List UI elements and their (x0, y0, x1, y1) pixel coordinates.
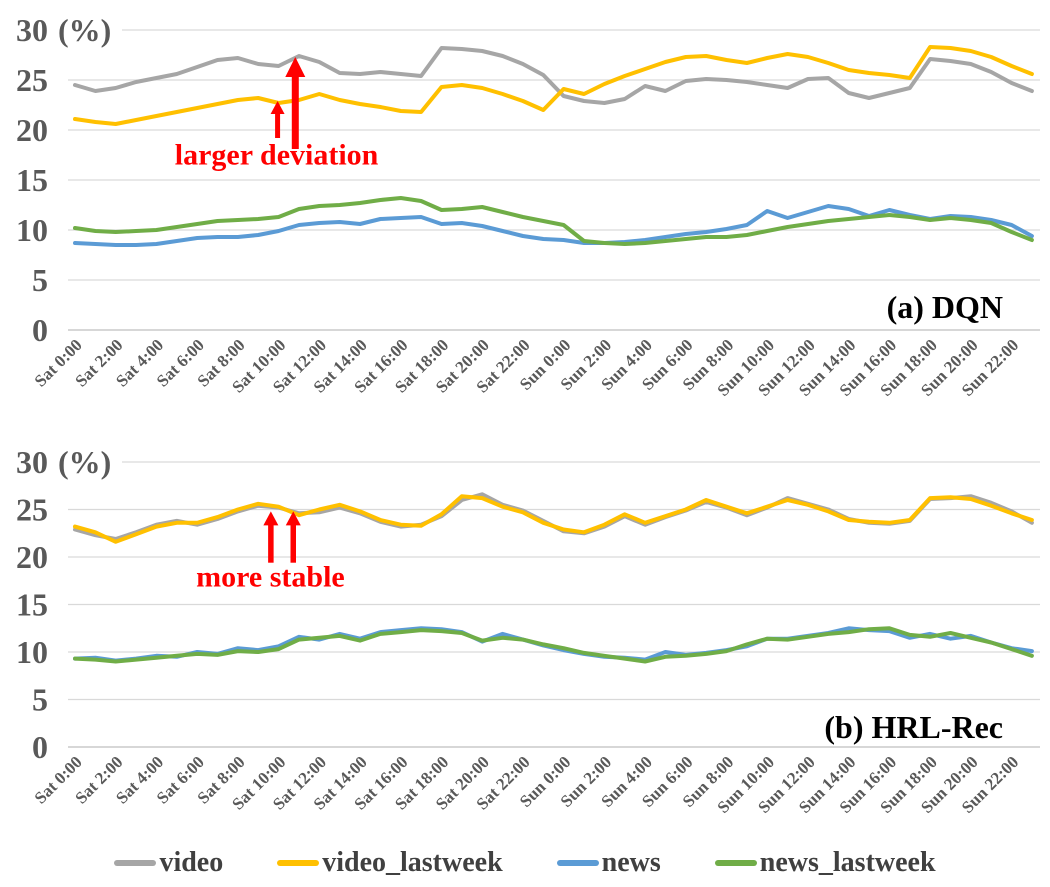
legend-swatch-video-lastweek (277, 860, 320, 866)
legend-swatch-news-lastweek (714, 860, 757, 866)
legend-item-video: video (114, 849, 223, 877)
series-line-news_lastweek (73, 196, 1034, 246)
y-axis-unit-label: (%) (58, 12, 111, 48)
legend-item-news-lastweek: news_lastweek (714, 847, 936, 878)
y-axis-tick-label: 20 (16, 112, 48, 148)
annotation-arrow-head (263, 511, 279, 526)
y-axis-unit-label: (%) (58, 444, 111, 480)
legend-label-video-lastweek: video_lastweek (322, 847, 503, 878)
y-axis-tick-label: 10 (16, 634, 48, 670)
annotation-arrow-head (270, 101, 285, 114)
y-axis-tick-label: 0 (32, 729, 48, 765)
series-line-news_lastweek (73, 626, 1034, 664)
legend-item-news: news (556, 847, 661, 878)
legend-swatch-news (556, 860, 599, 866)
y-axis-tick-label: 5 (32, 262, 48, 298)
legend-swatch-video (114, 860, 157, 866)
y-axis-tick-label: 0 (32, 312, 48, 348)
y-axis-tick-label: 20 (16, 539, 48, 575)
y-axis-tick-label: 30 (16, 12, 48, 48)
series-line-video_lastweek (73, 45, 1034, 126)
y-axis-tick-label: 10 (16, 212, 48, 248)
series-line-video (73, 46, 1034, 105)
y-axis-tick-label: 15 (16, 587, 48, 623)
series-line-news (73, 204, 1034, 247)
legend-item-video-lastweek: video_lastweek (277, 847, 503, 878)
y-axis-tick-label: 15 (16, 162, 48, 198)
annotation-text: more stable (196, 560, 345, 593)
series-line-video_lastweek (73, 494, 1034, 544)
legend: video video_lastweek news news_lastweek (0, 839, 1050, 887)
y-axis-tick-label: 5 (32, 682, 48, 718)
annotation-text: larger deviation (175, 139, 379, 172)
y-axis-tick-label: 25 (16, 492, 48, 528)
y-axis-tick-label: 25 (16, 62, 48, 98)
chart-title: (b) HRL-Rec (824, 709, 1003, 745)
chart-title: (a) DQN (887, 289, 1003, 325)
annotation-arrow-head (285, 511, 301, 526)
y-axis-tick-label: 30 (16, 444, 48, 480)
legend-label-news-lastweek: news_lastweek (759, 847, 936, 878)
legend-label-news: news (601, 847, 661, 878)
legend-label-video: video (159, 847, 224, 878)
annotation-arrow-head (285, 57, 306, 77)
